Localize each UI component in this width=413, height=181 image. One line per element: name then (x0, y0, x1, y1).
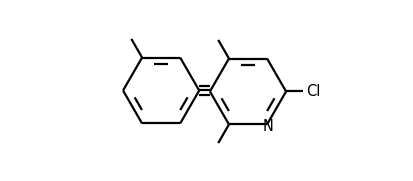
Text: Cl: Cl (306, 84, 320, 99)
Text: N: N (262, 119, 273, 134)
